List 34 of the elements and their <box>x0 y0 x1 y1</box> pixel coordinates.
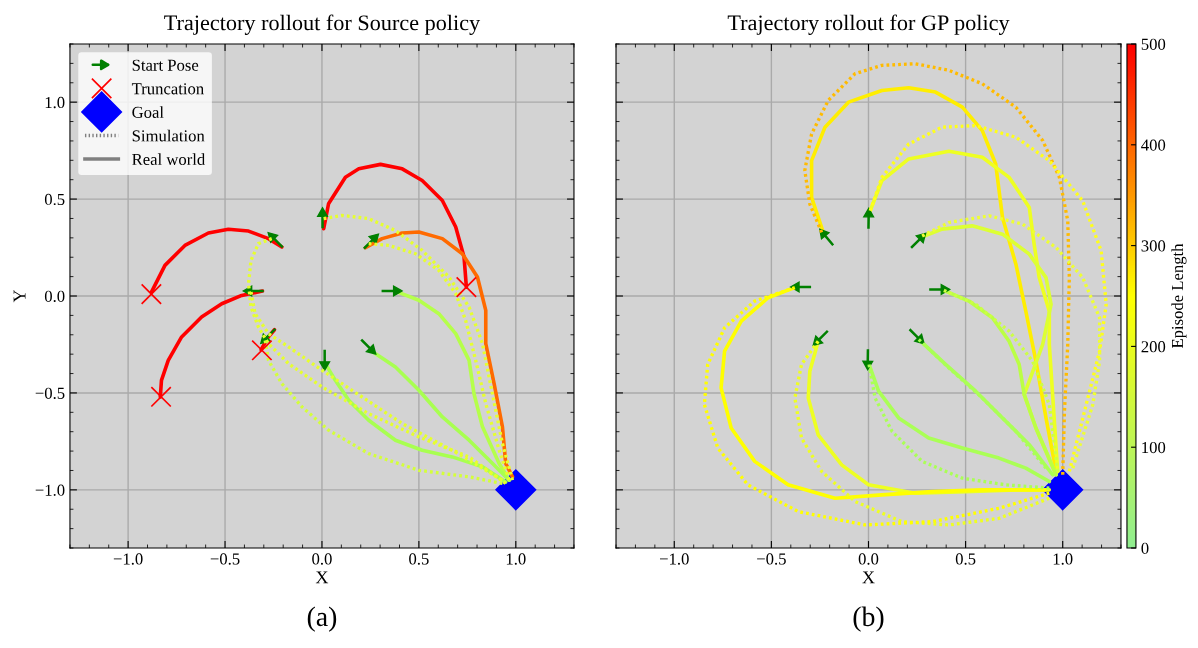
color-bar-label: 100 <box>1142 441 1166 454</box>
y-tick-label: 0.5 <box>44 193 65 206</box>
x-tick-label: −1.0 <box>113 553 143 565</box>
color-bar-label: 0 <box>1141 542 1149 554</box>
y-tick-label: 0.0 <box>44 290 65 303</box>
x-tick-label: 0.0 <box>858 553 879 565</box>
legend-label: Truncation <box>131 83 204 95</box>
y-tick-label: −0.5 <box>35 387 65 399</box>
x-tick-label: 0.5 <box>409 553 429 565</box>
color-bar-label: 400 <box>1141 139 1166 151</box>
x-tick-label: 1.0 <box>1053 553 1073 565</box>
color-bar-title: Episode Length <box>1171 243 1187 349</box>
x-axis-title: X <box>315 571 329 584</box>
x-tick-label: −0.5 <box>210 553 240 565</box>
text: (b) <box>853 606 884 632</box>
y-axis-title: Y <box>13 289 26 303</box>
chart-title: Trajectory rollout for Source policy <box>164 14 481 35</box>
color-bar-label: 500 <box>1141 38 1166 50</box>
legend-label: Simulation <box>132 129 205 142</box>
x-tick-label: 0.0 <box>312 553 332 565</box>
color-bar-label: 200 <box>1141 341 1166 353</box>
x-tick-label: −1.0 <box>659 553 689 565</box>
text: (a) <box>307 606 337 632</box>
y-tick-label: 1.0 <box>45 96 65 109</box>
legend-label: Goal <box>132 106 164 118</box>
color-bar-label: 300 <box>1141 240 1166 252</box>
x-tick-label: −0.5 <box>757 553 786 565</box>
y-tick-label: −1.0 <box>35 484 65 496</box>
x-tick-label: 1.0 <box>506 553 526 565</box>
legend-label: Start Pose <box>132 59 199 71</box>
chart-title: Trajectory rollout for GP policy <box>727 14 1010 35</box>
x-tick-label: 0.5 <box>955 553 976 565</box>
legend-label: Real world <box>132 153 206 166</box>
x-axis-title: X <box>862 571 875 584</box>
